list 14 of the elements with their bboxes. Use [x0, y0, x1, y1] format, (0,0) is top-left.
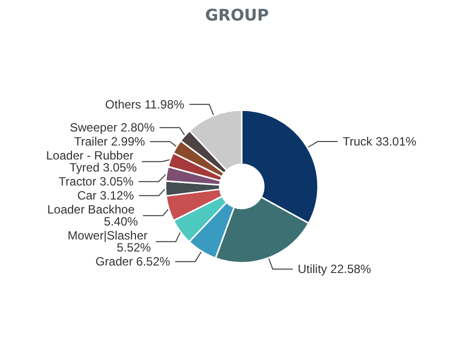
chart-title: GROUP	[205, 6, 270, 24]
slice-label: Mower|Slasher	[68, 228, 151, 243]
slice-label: Grader 6.52%	[95, 254, 171, 269]
slice-label: Trailer 2.99%	[74, 134, 146, 149]
slice-label: Utility 22.58%	[298, 262, 372, 276]
slice-label: Tractor 3.05%	[58, 174, 134, 189]
data-label: 5.40%	[104, 214, 138, 229]
slice-label: Loader - Rubber Tyred 3.05%	[46, 148, 138, 175]
data-label: 5.52%	[116, 240, 152, 255]
slice-label: Others 11.98%	[105, 97, 185, 112]
slice-label: Truck 33.01%	[342, 134, 417, 149]
slice-label: Loader Backhoe	[47, 202, 138, 217]
slice-label: Sweeper 2.80%	[70, 120, 155, 135]
slice-label: Car 3.12%	[77, 188, 134, 203]
